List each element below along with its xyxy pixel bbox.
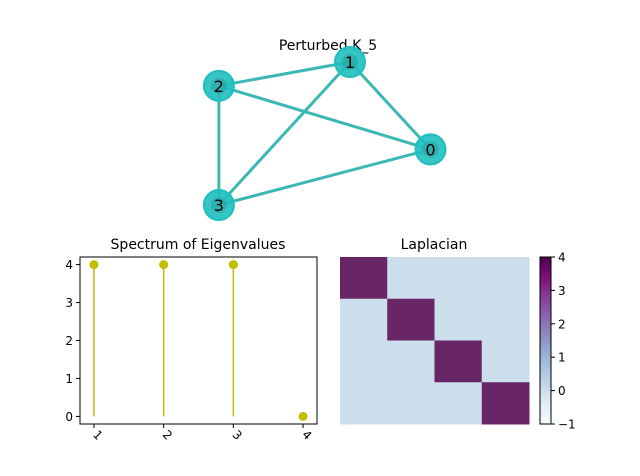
graph-node-label-3: 3 <box>214 196 224 215</box>
heatmap-cell-0-1 <box>387 257 435 300</box>
stem-xtick-label-1: 1 <box>90 428 105 443</box>
graph-node-core-3 <box>210 197 227 213</box>
colorbar-tick-label--1: −1 <box>558 418 576 432</box>
graph-node-core-0 <box>422 141 439 158</box>
graph-panel: Perturbed K_5 0 1 2 3 <box>202 38 447 221</box>
stem-ytick-label-3: 3 <box>65 296 73 310</box>
heatmap-cell-2-1 <box>387 340 435 383</box>
heatmap-cell-2-0 <box>340 340 388 383</box>
graph-node-core-2 <box>210 77 227 94</box>
stem-panel: Spectrum of Eigenvalues 0 1 2 3 4 1 2 3 4 <box>65 237 318 443</box>
stem-title: Spectrum of Eigenvalues <box>111 237 286 253</box>
graph-edge-1-3 <box>217 60 352 207</box>
heatmap-cell-2-2 <box>434 340 483 383</box>
heatmap-cell-1-0 <box>340 298 388 341</box>
stem-ytick-label-0: 0 <box>65 410 73 424</box>
stem-marker-3 <box>228 260 238 270</box>
graph-edge-1-2 <box>218 60 351 88</box>
stem-y-ticks: 0 1 2 3 4 <box>65 258 80 424</box>
heatmap-cell-1-2 <box>434 298 483 341</box>
graph-title: Perturbed K_5 <box>279 38 377 54</box>
heatmap-title: Laplacian <box>401 237 468 253</box>
stem-xtick-label-4: 4 <box>299 428 314 443</box>
heatmap-cell-3-1 <box>387 382 435 425</box>
heatmap-cell-0-2 <box>434 257 483 300</box>
heatmap-cell-0-0 <box>340 257 388 300</box>
graph-edge-0-2 <box>218 84 431 151</box>
graph-nodes: 0 1 2 3 <box>202 46 447 221</box>
heatmap-panel: Laplacian −1 0 1 2 3 4 <box>340 237 576 432</box>
stem-ytick-label-4: 4 <box>65 258 73 272</box>
stem-x-ticks: 1 2 3 4 <box>90 424 315 443</box>
graph-edges <box>217 60 432 207</box>
heatmap-cells <box>340 257 530 425</box>
stem-xtick-label-2: 2 <box>160 428 175 443</box>
stem-xtick-label-3: 3 <box>230 428 245 443</box>
graph-node-label-2: 2 <box>214 77 224 96</box>
stem-marker-1 <box>89 260 99 270</box>
graph-node-label-1: 1 <box>345 53 355 72</box>
heatmap-cell-1-1 <box>387 298 435 341</box>
colorbar-tick-label-3: 3 <box>558 284 566 298</box>
colorbar-tick-label-2: 2 <box>558 317 566 331</box>
heatmap-cell-2-3 <box>481 340 530 383</box>
colorbar-tick-label-0: 0 <box>558 384 566 398</box>
graph-edge-0-1 <box>348 60 432 151</box>
heatmap-cell-3-3 <box>481 382 530 425</box>
heatmap-cell-0-3 <box>481 257 530 300</box>
colorbar <box>539 256 552 425</box>
colorbar-tick-label-4: 4 <box>558 251 566 265</box>
heatmap-cell-3-2 <box>434 382 483 425</box>
stem-marker-2 <box>159 260 169 270</box>
stem-ytick-label-1: 1 <box>65 372 73 386</box>
stem-axes-frame <box>79 256 318 425</box>
graph-edge-0-3 <box>218 147 431 207</box>
stem-ytick-label-2: 2 <box>65 334 73 348</box>
stem-marks <box>89 260 308 421</box>
heatmap-cell-1-3 <box>481 298 530 341</box>
graph-node-core-1 <box>342 54 358 70</box>
colorbar-ticks: −1 0 1 2 3 4 <box>551 251 576 432</box>
graph-node-label-0: 0 <box>425 140 435 159</box>
stem-marker-4 <box>298 411 308 421</box>
heatmap-cell-3-0 <box>340 382 388 425</box>
colorbar-tick-label-1: 1 <box>558 351 566 365</box>
